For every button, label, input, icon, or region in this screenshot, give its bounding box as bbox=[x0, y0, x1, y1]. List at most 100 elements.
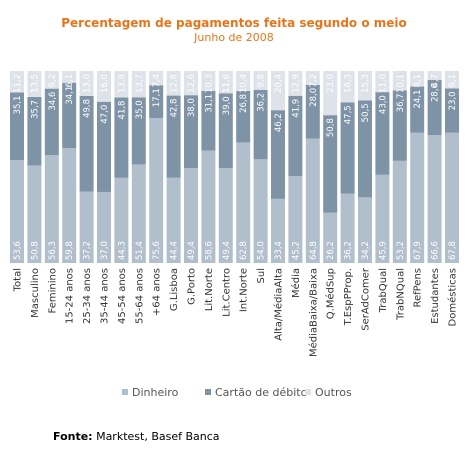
bar-segment bbox=[79, 191, 94, 263]
category-label: TrabNQual bbox=[395, 268, 406, 321]
data-label: 45,2 bbox=[291, 241, 301, 260]
bar-segment bbox=[358, 197, 372, 263]
bar-segment bbox=[271, 198, 285, 263]
bar-segment bbox=[44, 88, 59, 156]
data-label: 50,8 bbox=[326, 118, 336, 137]
category-label: 55-64 anos bbox=[134, 268, 145, 324]
legend: Dinheiro Cartão de débito Outros bbox=[122, 386, 352, 399]
bar-segment bbox=[445, 71, 459, 89]
bar-segment bbox=[218, 168, 233, 263]
data-label: 17,1 bbox=[152, 88, 162, 107]
legend-swatch bbox=[305, 389, 311, 395]
data-label: 49,8 bbox=[83, 99, 93, 118]
data-label: 4,7 bbox=[431, 74, 441, 88]
data-label: 9,8 bbox=[257, 74, 267, 88]
bar-segment bbox=[97, 191, 111, 263]
bar-segment bbox=[44, 155, 59, 263]
bar-segment bbox=[201, 90, 216, 151]
bar-segment bbox=[445, 132, 459, 263]
source-label: Fonte: bbox=[53, 430, 93, 443]
bar-segment bbox=[131, 71, 146, 98]
bar-segment bbox=[184, 71, 198, 96]
data-label: 31,1 bbox=[204, 94, 214, 113]
category-label: 25-34 anos bbox=[82, 268, 93, 324]
category-label: T.EspPProp. bbox=[343, 268, 354, 326]
bar-segment bbox=[288, 95, 303, 177]
data-label: 47,5 bbox=[344, 105, 354, 124]
category-label: Domésticas bbox=[447, 268, 459, 326]
data-label: 51,4 bbox=[135, 241, 145, 260]
bar-segment bbox=[288, 176, 303, 263]
data-label: 44,4 bbox=[170, 241, 180, 260]
data-label: 42,8 bbox=[170, 99, 180, 118]
bar-segment bbox=[149, 71, 164, 86]
category-label: Lit.Norte bbox=[204, 268, 215, 311]
legend-swatch bbox=[122, 389, 128, 395]
data-label: 20,4 bbox=[274, 74, 284, 93]
data-label: 28,6 bbox=[431, 83, 441, 102]
bar-segment bbox=[340, 102, 355, 194]
data-label: 36,2 bbox=[257, 93, 267, 112]
data-label: 16,0 bbox=[100, 74, 110, 93]
bar-segment bbox=[236, 90, 251, 143]
bar-segment bbox=[184, 95, 198, 169]
data-label: 13,7 bbox=[135, 74, 145, 93]
data-label: 36,7 bbox=[396, 93, 406, 112]
data-label: 41,9 bbox=[291, 99, 301, 118]
bar-segment bbox=[114, 71, 129, 98]
bar-segment bbox=[79, 71, 94, 96]
bar-segment bbox=[445, 88, 459, 133]
data-label: 13,5 bbox=[30, 74, 40, 93]
chart-title: Percentagem de pagamentos feita segundo … bbox=[61, 16, 407, 30]
data-label: 67,8 bbox=[448, 241, 458, 260]
data-label: 37,2 bbox=[83, 241, 93, 260]
legend-label: Outros bbox=[315, 386, 352, 399]
bar-segment bbox=[323, 212, 338, 263]
bar-segment bbox=[410, 71, 425, 87]
data-label: 35,1 bbox=[13, 96, 23, 115]
bar-segment bbox=[62, 148, 77, 263]
bar-segment bbox=[218, 71, 233, 94]
bar-segment bbox=[340, 71, 355, 103]
data-label: 56,3 bbox=[48, 241, 58, 260]
bar-segment bbox=[375, 71, 390, 93]
category-label: 15-24 anos bbox=[65, 268, 76, 324]
data-label: 10,4 bbox=[239, 74, 249, 93]
data-label: 34,2 bbox=[361, 241, 371, 260]
bar-segment bbox=[323, 71, 338, 116]
category-label: Média bbox=[290, 268, 302, 298]
data-label: 26,8 bbox=[239, 94, 249, 113]
category-label: 45-54 anos bbox=[117, 268, 128, 324]
data-label: 38,0 bbox=[187, 98, 197, 117]
data-label: 66,6 bbox=[431, 241, 441, 260]
bar-segment bbox=[305, 138, 320, 263]
category-label: G.Lisboa bbox=[169, 268, 180, 311]
bar-segment bbox=[236, 71, 251, 91]
bar-segment bbox=[271, 110, 285, 199]
bar-segment bbox=[305, 84, 320, 139]
bar-segment bbox=[253, 159, 268, 263]
bar-segment bbox=[427, 135, 442, 263]
bar-segment bbox=[288, 71, 303, 96]
data-label: 34,1 bbox=[65, 86, 75, 105]
data-label: 10,3 bbox=[204, 74, 214, 93]
data-label: 7,2 bbox=[309, 74, 319, 88]
bar-segment bbox=[27, 165, 42, 263]
data-label: 35,7 bbox=[30, 100, 40, 119]
bar-segment bbox=[427, 80, 442, 135]
data-label: 8,1 bbox=[413, 74, 423, 88]
bar-segment bbox=[201, 150, 216, 263]
data-label: 12,6 bbox=[187, 74, 197, 93]
category-label: Lit.Centro bbox=[221, 268, 232, 317]
bar-segment bbox=[10, 92, 24, 160]
bar-segment bbox=[97, 101, 111, 192]
chart-subtitle: Junho de 2008 bbox=[193, 31, 274, 44]
data-label: 11,2 bbox=[13, 74, 23, 93]
data-label: 47,0 bbox=[100, 105, 110, 124]
bar-segment bbox=[62, 82, 77, 149]
bar-segment bbox=[97, 71, 111, 102]
bar-segment bbox=[166, 71, 181, 96]
category-label: G.Porto bbox=[187, 268, 198, 305]
data-label: 43,0 bbox=[378, 95, 388, 114]
category-label: Total bbox=[13, 268, 24, 292]
